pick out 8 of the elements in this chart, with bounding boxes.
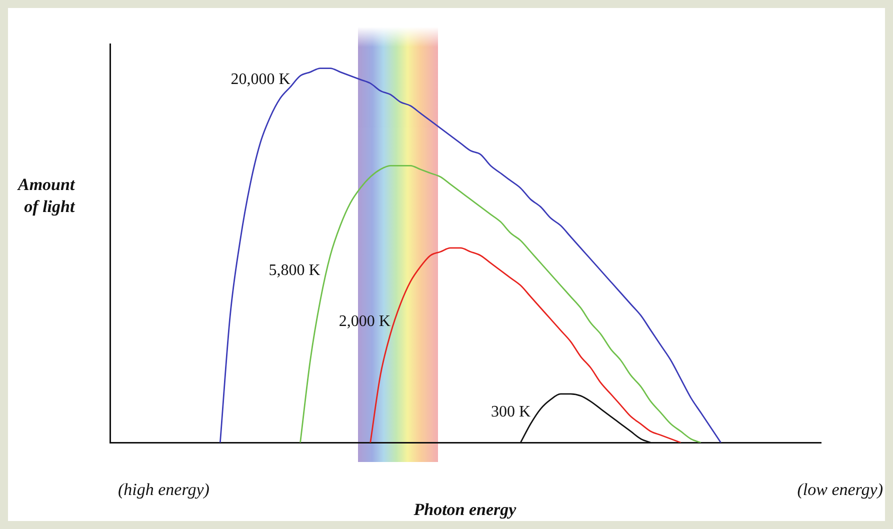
series-label: 5,800 K: [268, 262, 321, 280]
x-axis-title: Photon energy: [412, 500, 518, 520]
text: (low energy): [797, 480, 883, 500]
series-label: 20,000 K: [230, 70, 291, 88]
y-axis-title: Amount of light: [18, 174, 75, 218]
text: (high energy): [118, 480, 210, 500]
series-label: 2,000 K: [338, 313, 391, 330]
series-label: 300 K: [491, 404, 532, 421]
